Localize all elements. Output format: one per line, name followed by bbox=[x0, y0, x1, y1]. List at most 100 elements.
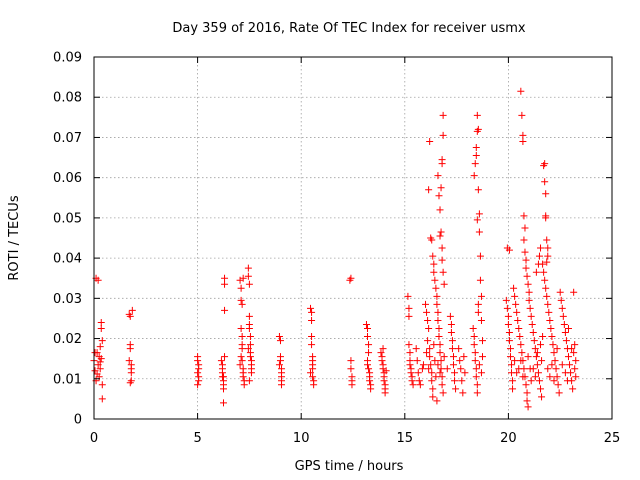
data-point bbox=[217, 357, 225, 365]
data-point bbox=[97, 325, 105, 332]
data-point bbox=[506, 345, 514, 353]
data-point bbox=[245, 280, 253, 288]
data-point bbox=[239, 373, 247, 381]
y-tick-label: 0.05 bbox=[53, 211, 82, 226]
data-point bbox=[476, 276, 484, 284]
data-point bbox=[239, 274, 247, 282]
data-point bbox=[471, 357, 479, 365]
data-point bbox=[452, 385, 460, 393]
data-point bbox=[518, 111, 526, 119]
data-point bbox=[364, 333, 372, 341]
data-point bbox=[221, 306, 229, 314]
data-point bbox=[570, 349, 578, 357]
data-point bbox=[245, 312, 253, 320]
data-point bbox=[455, 345, 463, 353]
data-point bbox=[544, 252, 552, 260]
data-point bbox=[433, 292, 441, 300]
data-point bbox=[509, 377, 517, 385]
data-point bbox=[572, 373, 580, 381]
data-point bbox=[406, 349, 414, 357]
data-point bbox=[220, 385, 227, 393]
data-point bbox=[437, 365, 445, 373]
y-tick-label: 0.08 bbox=[53, 91, 82, 106]
data-point bbox=[424, 316, 432, 324]
data-point bbox=[472, 144, 480, 151]
data-point bbox=[98, 337, 106, 345]
data-point bbox=[448, 337, 456, 345]
data-point bbox=[522, 381, 530, 389]
data-point bbox=[475, 228, 483, 236]
data-point bbox=[449, 353, 457, 361]
data-point bbox=[404, 292, 412, 300]
data-point bbox=[237, 296, 245, 304]
data-point bbox=[534, 369, 542, 377]
data-point bbox=[435, 325, 443, 332]
data-point bbox=[307, 304, 315, 312]
data-point bbox=[221, 353, 229, 361]
data-point bbox=[237, 325, 245, 332]
data-point bbox=[479, 353, 486, 361]
data-point bbox=[425, 325, 433, 332]
data-point bbox=[511, 357, 519, 365]
data-point bbox=[194, 357, 202, 365]
data-point bbox=[430, 341, 438, 349]
data-point bbox=[126, 341, 134, 349]
data-point bbox=[521, 248, 529, 256]
data-point bbox=[540, 268, 548, 276]
data-point bbox=[364, 361, 372, 369]
x-tick-label: 5 bbox=[193, 431, 201, 446]
data-point bbox=[556, 288, 564, 296]
data-point bbox=[504, 312, 512, 320]
data-point bbox=[434, 172, 442, 180]
data-point bbox=[531, 373, 539, 381]
data-point bbox=[519, 137, 527, 145]
data-point bbox=[561, 329, 569, 337]
data-point bbox=[479, 337, 486, 345]
data-point bbox=[220, 399, 227, 407]
data-point bbox=[561, 369, 569, 377]
data-point bbox=[244, 264, 252, 272]
y-axis-label: ROTI / TECUs bbox=[7, 195, 22, 280]
data-point bbox=[511, 292, 519, 300]
data-point bbox=[569, 385, 577, 393]
data-point bbox=[448, 345, 456, 353]
x-tick-label: 10 bbox=[293, 431, 310, 446]
data-point bbox=[525, 288, 533, 296]
data-point bbox=[430, 268, 438, 276]
data-point bbox=[558, 304, 566, 312]
data-point bbox=[451, 369, 459, 377]
data-point bbox=[522, 256, 530, 264]
data-point bbox=[438, 381, 446, 389]
y-tick-labels: 0 0.01 0.02 0.03 0.04 0.05 0.06 0.07 0.08 0.09 bbox=[53, 51, 82, 428]
data-point bbox=[550, 349, 558, 357]
data-point bbox=[221, 274, 229, 282]
data-point bbox=[545, 308, 553, 316]
data-point bbox=[522, 264, 530, 272]
data-point bbox=[98, 395, 106, 403]
data-point bbox=[275, 361, 283, 369]
data-point bbox=[523, 397, 531, 405]
data-point bbox=[439, 111, 447, 119]
data-point bbox=[425, 186, 433, 194]
data-point bbox=[238, 333, 246, 341]
data-point bbox=[440, 280, 448, 288]
data-point bbox=[126, 379, 134, 387]
data-point bbox=[128, 306, 136, 314]
data-point bbox=[476, 252, 484, 260]
data-point bbox=[475, 210, 483, 218]
data-point bbox=[237, 284, 245, 292]
data-point bbox=[91, 349, 99, 357]
data-point bbox=[310, 381, 318, 389]
data-point bbox=[236, 361, 244, 369]
data-point bbox=[535, 377, 543, 385]
data-point bbox=[474, 308, 482, 316]
data-point bbox=[474, 300, 482, 308]
data-point bbox=[238, 300, 246, 308]
data-points bbox=[90, 87, 580, 411]
data-point bbox=[533, 349, 541, 357]
data-point bbox=[509, 385, 517, 393]
data-point bbox=[380, 377, 388, 385]
y-tick-label: 0.03 bbox=[53, 292, 82, 307]
data-point bbox=[544, 365, 552, 373]
data-point bbox=[525, 296, 533, 304]
